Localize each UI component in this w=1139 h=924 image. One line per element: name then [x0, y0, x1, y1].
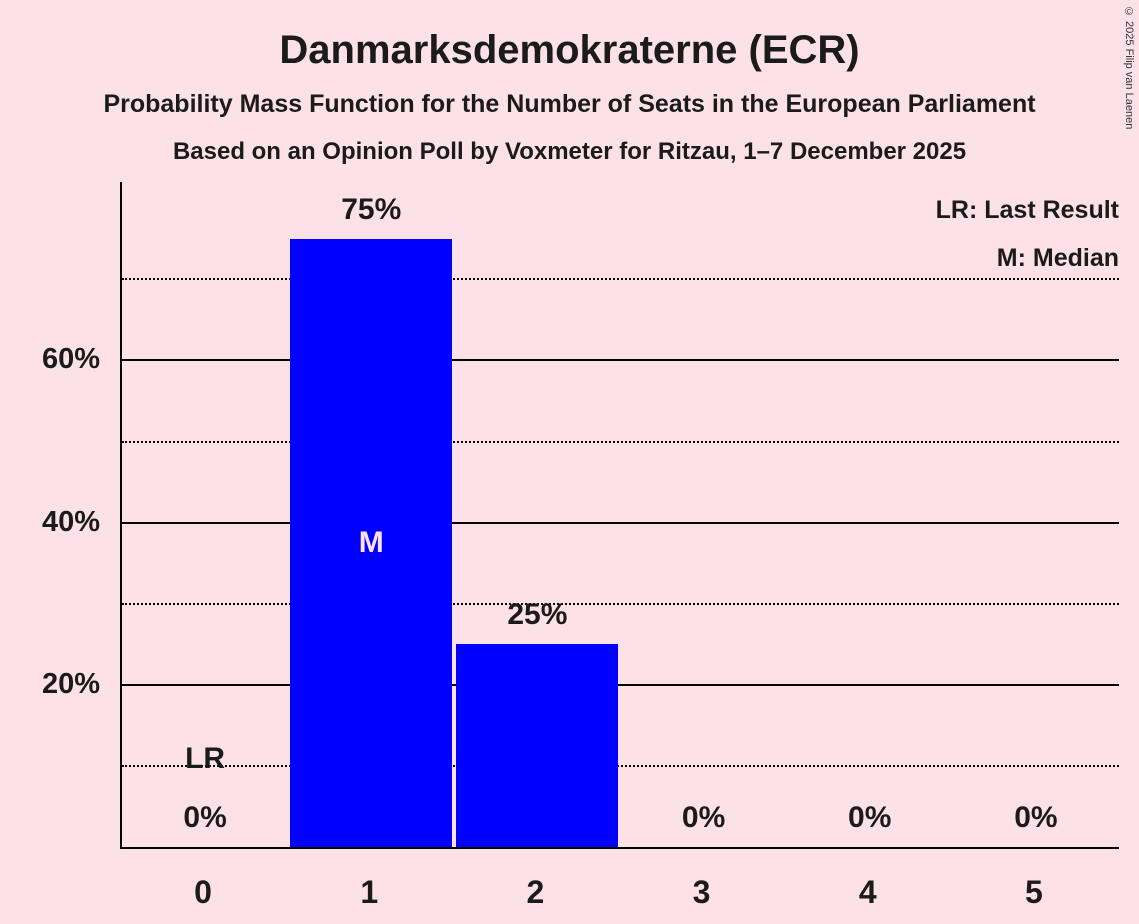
- gridline-solid-40: [122, 521, 1119, 524]
- x-tick-label-1: 1: [360, 874, 379, 910]
- legend-median-label: M: Median: [996, 244, 1119, 272]
- bar-value-label-2: 25%: [507, 598, 568, 632]
- y-axis-tick-labels: 20% 40% 60%: [0, 182, 100, 847]
- gridline-solid-60: [122, 359, 1119, 362]
- bar-value-label-0: 0%: [183, 801, 227, 834]
- legend-last-result-label: LR: Last Result: [935, 196, 1119, 224]
- gridline-solid-20: [122, 683, 1119, 686]
- y-tick-label-60%: 60%: [41, 343, 100, 376]
- x-tick-label-4: 4: [858, 874, 877, 910]
- x-tick-label-2: 2: [526, 874, 545, 910]
- plot-area: 0% 75% 25% 0% 0% 0% LR M: [120, 182, 1119, 849]
- gridline-dotted-50: [122, 440, 1119, 443]
- copyright-text: © 2025 Filip van Laenen: [1123, 6, 1135, 130]
- chart-legend: LR: Last Result M: Median: [936, 186, 1119, 282]
- annotation-m: M: [358, 525, 384, 559]
- chart-subtitle-poll: Based on an Opinion Poll by Voxmeter for…: [172, 138, 967, 165]
- y-tick-label-40%: 40%: [41, 505, 100, 538]
- gridline-dotted-30: [122, 602, 1119, 605]
- bar-value-label-5: 0%: [1014, 801, 1058, 834]
- bar-value-label-4: 0%: [848, 801, 892, 834]
- gridline-dotted-10: [122, 764, 1119, 767]
- gridline-dotted-70: [122, 278, 1119, 281]
- x-tick-label-5: 5: [1025, 874, 1043, 910]
- chart-subtitle-pmf: Probability Mass Function for the Number…: [103, 90, 1036, 118]
- x-tick-label-3: 3: [692, 874, 711, 910]
- chart-title: Danmarksdemokraterne (ECR): [279, 28, 860, 72]
- bar-2-seats: [456, 644, 619, 847]
- x-tick-label-0: 0: [194, 874, 212, 910]
- bar-value-label-1: 75%: [341, 192, 402, 226]
- y-tick-label-20%: 20%: [41, 667, 100, 700]
- bar-1-seats: [290, 238, 453, 847]
- x-axis-tick-labels: 0 1 2 3 4 5: [120, 874, 1117, 920]
- annotation-lr: LR: [185, 741, 226, 775]
- bar-value-label-3: 0%: [681, 801, 726, 834]
